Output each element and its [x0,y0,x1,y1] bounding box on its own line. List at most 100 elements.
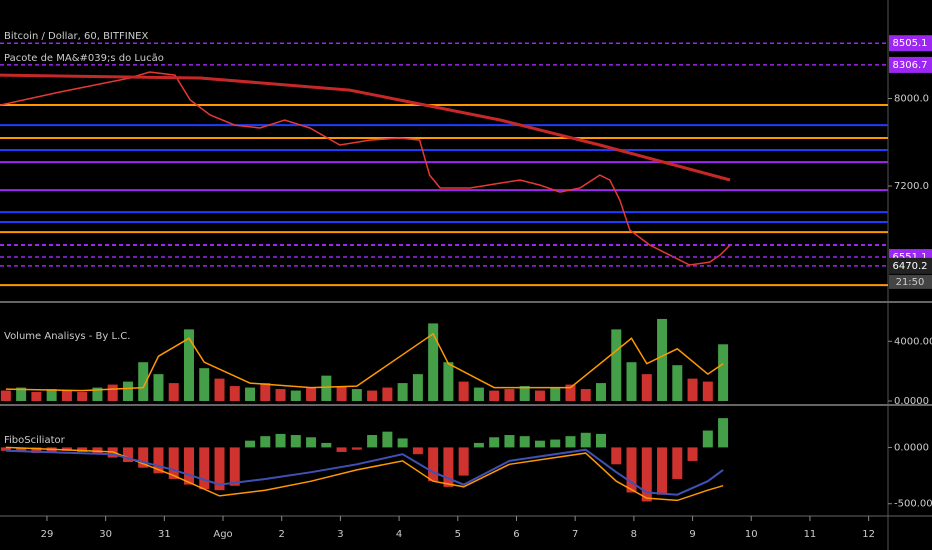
price-label: 6551.1 [893,252,928,263]
bar [534,440,545,448]
x-tick-label: 8 [631,529,637,540]
y-tick-label: 7200.0 [894,181,929,192]
pane-title: Volume Analisys - By L.C. [4,331,130,342]
bar [245,387,256,401]
bar [718,344,729,401]
bar [672,365,683,401]
y-tick-label: -500.0000 [894,499,932,510]
bar [702,381,713,401]
bar [183,329,194,401]
bar [412,374,423,401]
bar [122,381,133,401]
y-tick-label: 4000.0000 [894,336,932,347]
bar [61,390,72,401]
x-tick-label: 30 [99,529,112,540]
x-tick-label: 5 [455,529,461,540]
bar [641,447,652,502]
bar [0,390,11,401]
bar [77,392,88,401]
bar [687,378,698,401]
bar [306,437,317,448]
bar [290,435,301,448]
y-tick-label: 0.0000 [894,442,929,453]
bar [565,384,576,401]
bar [61,447,72,451]
y-tick-label: 0.0000 [894,396,929,407]
bar [183,447,194,485]
bar [336,447,347,452]
bar [138,362,149,401]
bar [458,381,469,401]
bar [458,447,469,476]
bar [534,390,545,401]
bar [0,447,11,451]
bar [672,447,683,479]
bar [367,390,378,401]
bar [260,383,271,401]
bar [245,440,256,448]
bar [657,318,668,401]
bar [77,447,88,452]
bar [153,374,164,401]
bar [275,389,286,401]
bar [626,447,637,493]
bar [489,390,500,401]
bar [351,389,362,401]
x-tick-label: Ago [213,529,232,540]
bar [214,378,225,401]
bar [168,383,179,401]
bar [31,392,42,401]
bar [92,387,103,401]
bar [153,447,164,474]
bar [611,329,622,401]
bar [550,439,561,448]
x-tick-label: 6 [513,529,519,540]
bar [657,447,668,495]
series-line [0,73,731,182]
bar [306,387,317,401]
bar [718,418,729,448]
bar [641,374,652,401]
bar [16,447,27,452]
bar [199,447,210,490]
bar [397,438,408,448]
bar [31,447,42,454]
bar [199,368,210,401]
x-tick-label: 11 [804,529,817,540]
bar [489,437,500,448]
bar [443,447,454,487]
bar [122,447,133,463]
bar [260,436,271,448]
price-label-box [889,35,932,52]
countdown-box [889,274,932,289]
price-label-box [889,56,932,73]
bar [138,447,149,468]
x-tick-label: 10 [745,529,758,540]
bar [504,435,515,448]
bar [565,436,576,448]
bar [382,431,393,448]
bar [595,433,606,448]
bar [428,447,439,482]
bar [336,386,347,401]
bar [519,436,530,448]
bar [229,386,240,401]
x-tick-label: 12 [862,529,875,540]
bar [168,447,179,479]
bar [580,389,591,401]
bar [687,447,698,461]
bar [107,384,118,401]
bar [46,389,57,401]
bar [367,435,378,448]
price-label: 8306.7 [893,60,928,71]
bar [519,386,530,401]
bar [473,442,484,448]
bar [595,383,606,401]
bar [504,389,515,401]
bar [321,442,332,448]
bar [580,432,591,448]
x-tick-label: 2 [279,529,285,540]
price-label: 8505.1 [893,38,928,49]
